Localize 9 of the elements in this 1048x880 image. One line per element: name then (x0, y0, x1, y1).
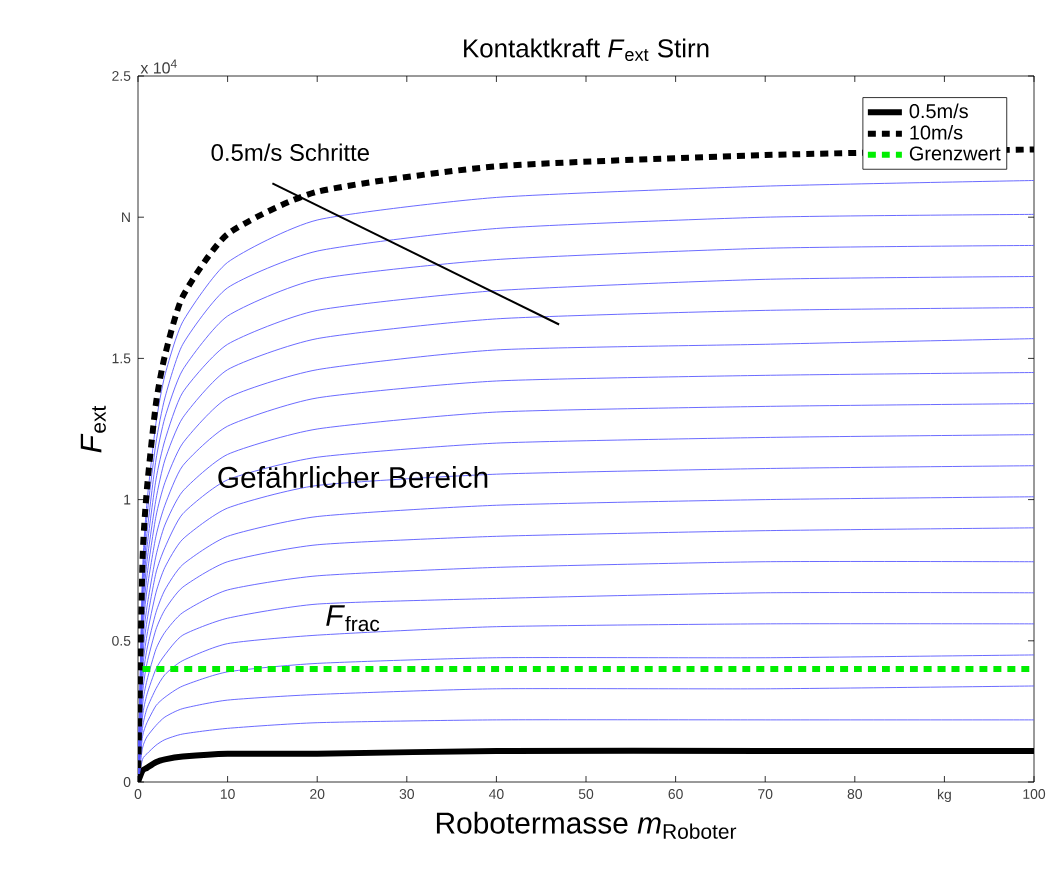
chart-title: Kontaktkraft F$_{ext}$ Stirn (464, 38, 709, 61)
annotation: F$_{frac}$ (326, 605, 380, 632)
x-axis-title: Robotermasse m$_{Roboter}$ (436, 811, 737, 839)
annotation: Gefährlicher Bereich (218, 466, 488, 488)
y-axis-title: F$_{ext}$ (80, 405, 106, 453)
legend-label: 0.5m/s (909, 103, 968, 119)
legend-label: Grenzwert (909, 146, 1001, 161)
legend-label: 10m/s (910, 124, 963, 140)
annotation: 0.5m/s Schritte (211, 143, 369, 162)
